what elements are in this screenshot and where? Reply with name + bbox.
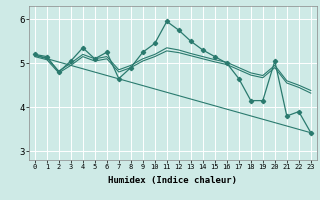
X-axis label: Humidex (Indice chaleur): Humidex (Indice chaleur) (108, 176, 237, 185)
